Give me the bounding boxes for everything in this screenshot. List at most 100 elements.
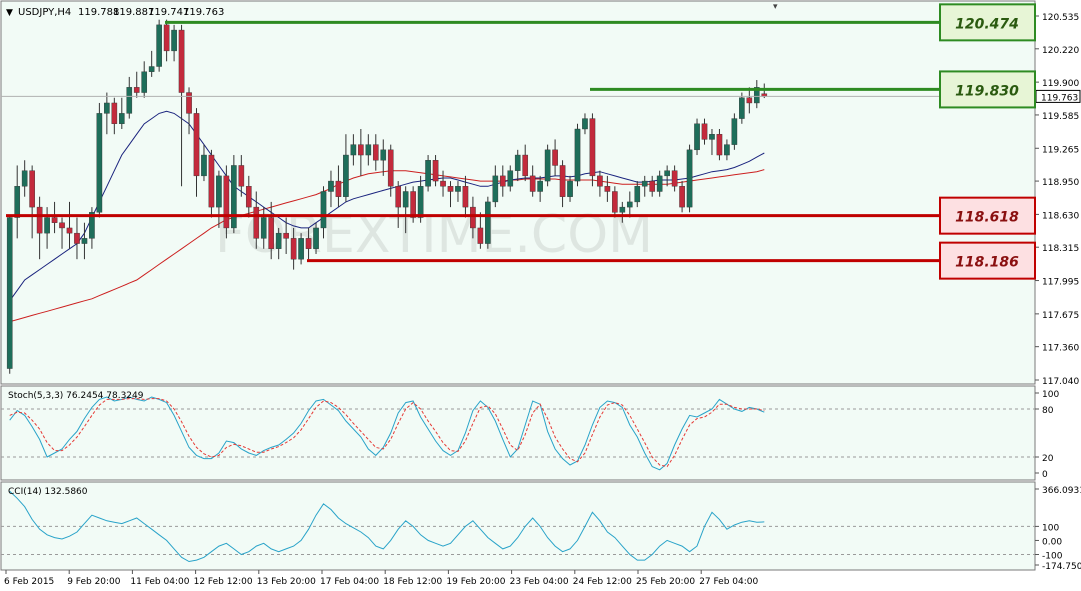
candle-body[interactable] <box>455 186 461 192</box>
candle-body[interactable] <box>567 180 573 197</box>
candle-body[interactable] <box>51 217 58 223</box>
candle-body[interactable] <box>753 87 760 104</box>
candle-body[interactable] <box>268 217 275 249</box>
candle-body[interactable] <box>477 227 484 244</box>
candle-body[interactable] <box>118 113 125 124</box>
candle-body[interactable] <box>163 24 170 52</box>
candle-body[interactable] <box>350 144 357 156</box>
candle-body[interactable] <box>440 180 446 187</box>
candle-body[interactable] <box>537 180 543 192</box>
candle-body[interactable] <box>701 123 708 140</box>
candle-body[interactable] <box>492 175 499 203</box>
candle-body[interactable] <box>574 128 581 182</box>
candle-body[interactable] <box>36 206 43 234</box>
candle-body[interactable] <box>425 160 431 187</box>
candle-body[interactable] <box>201 154 207 177</box>
candle-body[interactable] <box>432 160 439 182</box>
candle-body[interactable] <box>649 180 656 192</box>
candle-body[interactable] <box>552 149 558 166</box>
candle-body[interactable] <box>597 175 603 187</box>
candle-body[interactable] <box>223 175 230 229</box>
candle-body[interactable] <box>358 144 364 156</box>
candle-body[interactable] <box>313 227 319 249</box>
candle-body[interactable] <box>14 186 21 218</box>
candle-body[interactable] <box>66 227 73 234</box>
candle-body[interactable] <box>694 123 700 151</box>
collapse-arrow-icon[interactable]: ▼ <box>6 8 13 18</box>
candle-body[interactable] <box>104 102 110 114</box>
candle-body[interactable] <box>679 186 685 208</box>
candle-body[interactable] <box>216 175 222 208</box>
candle-body[interactable] <box>238 165 245 187</box>
candle-body[interactable] <box>186 92 192 114</box>
candle-body[interactable] <box>589 118 596 177</box>
candle-body[interactable] <box>193 113 200 177</box>
candle-body[interactable] <box>470 206 476 229</box>
candle-body[interactable] <box>656 175 663 192</box>
candle-body[interactable] <box>529 175 536 192</box>
candle-body[interactable] <box>739 97 745 119</box>
candle-body[interactable] <box>724 144 730 156</box>
candle-body[interactable] <box>253 206 260 239</box>
candle-body[interactable] <box>731 118 738 145</box>
candle-body[interactable] <box>89 212 95 239</box>
candle-body[interactable] <box>260 217 267 239</box>
candle-body[interactable] <box>634 186 641 203</box>
candle-body[interactable] <box>514 154 521 171</box>
candle-body[interactable] <box>81 238 88 244</box>
candle-body[interactable] <box>275 232 282 249</box>
candle-body[interactable] <box>746 97 753 104</box>
scroll-marker-icon[interactable]: ▾ <box>773 2 778 12</box>
candle-body[interactable] <box>141 71 148 93</box>
candle-body[interactable] <box>709 134 715 140</box>
candle-body[interactable] <box>208 154 215 208</box>
candle-body[interactable] <box>604 186 611 192</box>
candle-body[interactable] <box>619 206 626 213</box>
candle-body[interactable] <box>544 149 551 182</box>
candle-body[interactable] <box>328 180 334 192</box>
candle-body[interactable] <box>343 154 349 197</box>
candle-body[interactable] <box>485 201 491 244</box>
candle-body[interactable] <box>417 186 424 218</box>
candle-body[interactable] <box>29 170 35 208</box>
candle-body[interactable] <box>231 165 237 229</box>
candle-body[interactable] <box>626 201 633 208</box>
candle-body[interactable] <box>111 102 118 124</box>
candle-body[interactable] <box>522 154 529 177</box>
stoch-panel[interactable] <box>0 385 1036 481</box>
candle-body[interactable] <box>298 238 304 260</box>
candle-body[interactable] <box>126 87 133 114</box>
candle-body[interactable] <box>59 222 65 229</box>
candle-body[interactable] <box>462 186 469 208</box>
candle-body[interactable] <box>171 29 177 52</box>
candle-body[interactable] <box>305 238 312 249</box>
candle-body[interactable] <box>283 232 289 239</box>
candle-body[interactable] <box>402 191 409 208</box>
candle-body[interactable] <box>96 113 103 213</box>
candle-body[interactable] <box>178 29 185 93</box>
candle-body[interactable] <box>156 24 162 67</box>
candle-body[interactable] <box>499 175 506 187</box>
candle-body[interactable] <box>559 165 566 197</box>
candle-body[interactable] <box>133 87 140 93</box>
candle-body[interactable] <box>44 217 50 234</box>
candle-body[interactable] <box>447 186 454 192</box>
candle-body[interactable] <box>664 170 670 177</box>
candle-body[interactable] <box>641 180 648 187</box>
candle-body[interactable] <box>21 170 28 187</box>
candle-body[interactable] <box>372 144 379 161</box>
candle-body[interactable] <box>6 217 13 369</box>
candle-body[interactable] <box>410 191 416 218</box>
candle-body[interactable] <box>320 191 327 229</box>
candle-body[interactable] <box>582 118 588 130</box>
candle-body[interactable] <box>74 232 80 244</box>
candle-body[interactable] <box>365 144 372 156</box>
candle-body[interactable] <box>686 149 693 208</box>
candle-body[interactable] <box>612 191 618 213</box>
main-panel[interactable] <box>0 0 1036 385</box>
candle-body[interactable] <box>245 186 252 208</box>
candle-body[interactable] <box>335 180 342 197</box>
candle-body[interactable] <box>507 170 514 187</box>
candle-body[interactable] <box>148 66 155 72</box>
candle-body[interactable] <box>387 149 394 187</box>
